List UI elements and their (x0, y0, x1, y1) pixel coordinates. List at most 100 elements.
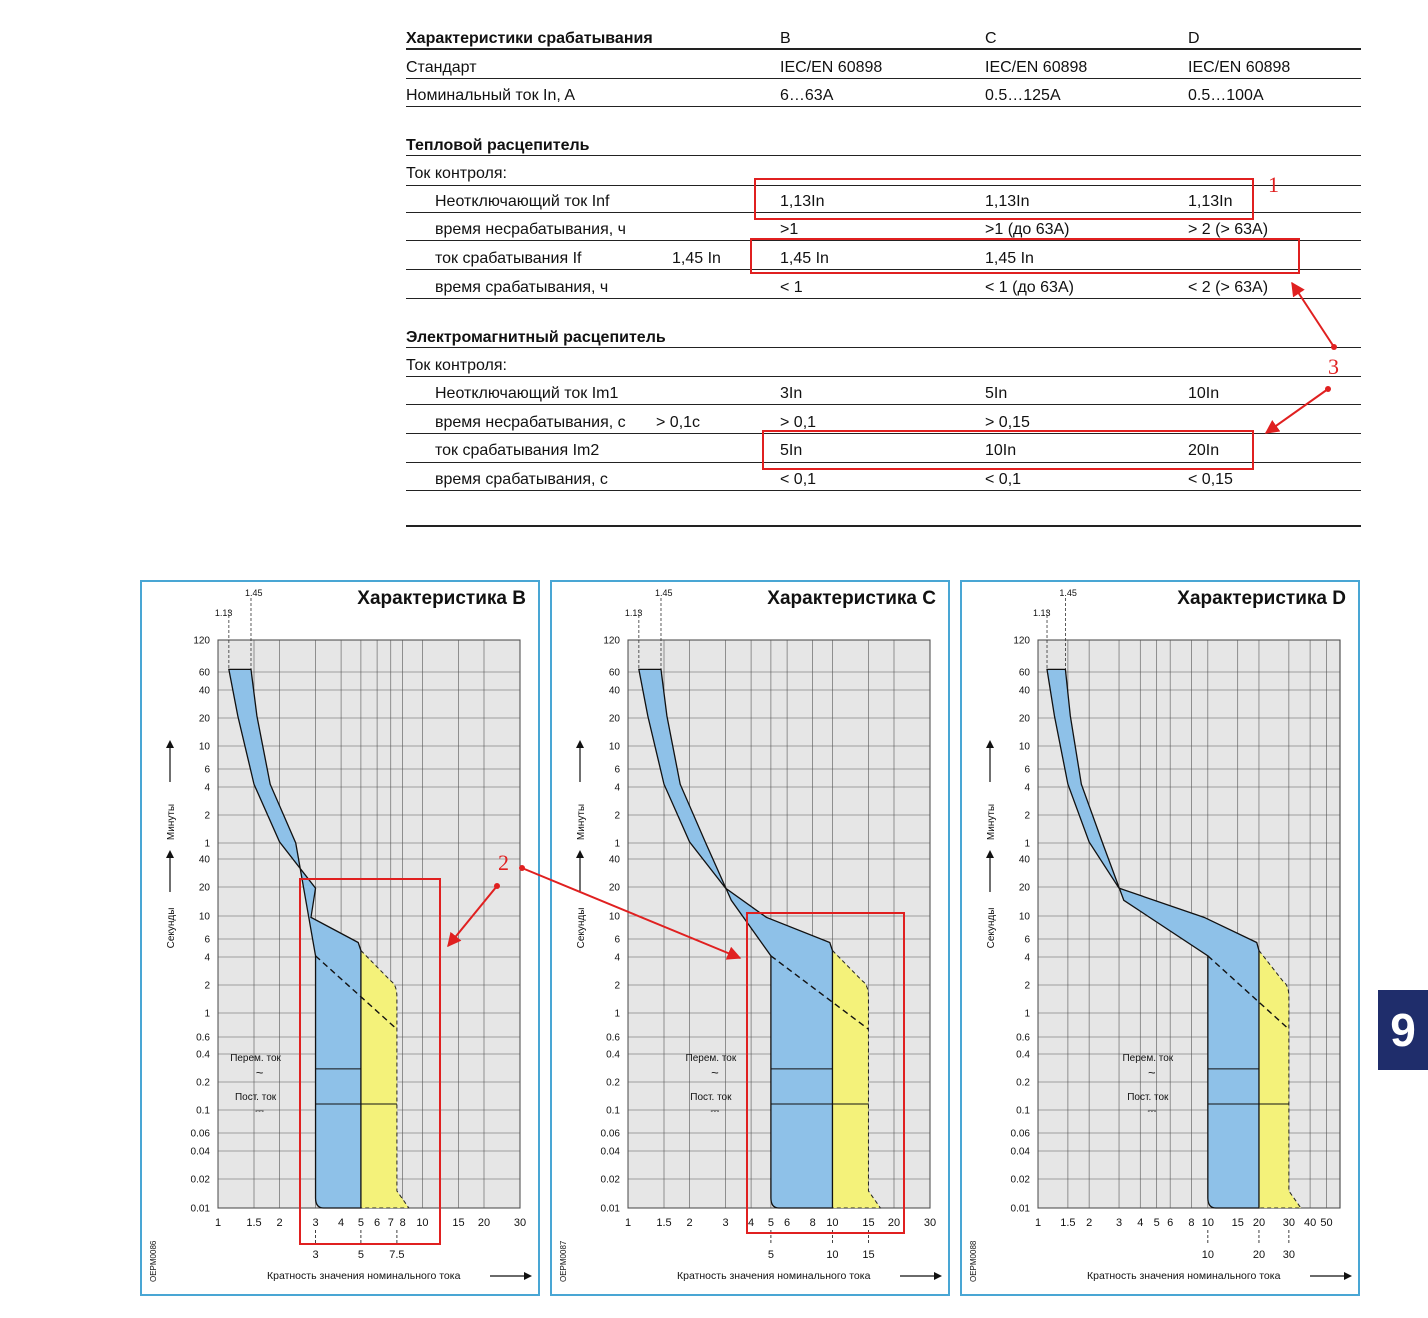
ylabel-minutes: Минуты (986, 804, 997, 840)
marked-x-label: 5 (358, 1249, 364, 1261)
y-tick-label: 0.04 (1011, 1147, 1031, 1158)
thermal-row-label: ток срабатывания If (435, 250, 582, 267)
y-tick-label: 2 (614, 811, 620, 822)
xlabel: Кратность значения номинального тока (677, 1270, 871, 1282)
magnetic-row-c: > 0,15 (985, 414, 1030, 431)
marked-x-label: 10 (826, 1249, 838, 1261)
thermal-title: Тепловой расцепитель (406, 137, 590, 154)
magnetic-row-b: 5In (780, 442, 803, 459)
marked-x-label: 10 (1202, 1249, 1214, 1261)
x-tick-label: 10 (826, 1217, 838, 1229)
x-tick-label: 5 (1154, 1217, 1160, 1229)
marker-145-label: 1.45 (1059, 588, 1077, 598)
x-tick-label: 6 (784, 1217, 790, 1229)
divider (406, 490, 1361, 491)
y-tick-label: 0.4 (606, 1050, 620, 1061)
magnetic-row-c: < 0,1 (985, 471, 1022, 488)
y-tick-label: 2 (204, 811, 210, 822)
y-tick-label: 60 (609, 668, 621, 679)
divider (406, 404, 1361, 405)
x-tick-label: 5 (768, 1217, 774, 1229)
y-tick-label: 40 (609, 686, 621, 697)
y-tick-label: 0.01 (601, 1204, 621, 1215)
dashed-curve (1207, 955, 1290, 1030)
divider (406, 106, 1361, 107)
thermal-row-c: < 1 (до 63A) (985, 279, 1074, 296)
x-tick-label: 30 (1283, 1217, 1295, 1229)
y-tick-label: 40 (199, 686, 211, 697)
annotation-1: 1 (1268, 172, 1279, 197)
col-c-header: C (985, 30, 997, 47)
marked-x-label: 5 (768, 1249, 774, 1261)
chart-c-svg: 12060402010642140201064210.60.40.20.10.0… (559, 588, 942, 1282)
ac-symbol: ~ (1148, 1065, 1156, 1080)
table-header-label: Характеристики срабатывания (406, 30, 653, 47)
y-tick-label: 4 (204, 953, 210, 964)
ylabel-arrowhead (576, 740, 584, 748)
y-tick-label: 10 (1019, 742, 1031, 753)
y-tick-label: 6 (1024, 935, 1030, 946)
y-tick-label: 0.06 (601, 1129, 621, 1140)
xlabel-arrowhead (934, 1272, 942, 1280)
ac-label: Перем. ток (686, 1053, 737, 1064)
thermal-control: Ток контроля: (406, 165, 507, 182)
x-tick-label: 15 (1232, 1217, 1244, 1229)
x-tick-label: 30 (924, 1217, 936, 1229)
x-tick-label: 10 (1202, 1217, 1214, 1229)
y-tick-label: 10 (609, 742, 621, 753)
figure-code: OEPM0086 (149, 1240, 158, 1282)
y-tick-label: 20 (1019, 714, 1031, 725)
magnetic-row-b: > 0,1 (780, 414, 817, 431)
thermal-row-label: время несрабатывания, ч (435, 221, 626, 238)
x-tick-label: 5 (358, 1217, 364, 1229)
magnetic-control: Ток контроля: (406, 357, 507, 374)
x-tick-label: 20 (1253, 1217, 1265, 1229)
row-standard-b: IEC/EN 60898 (780, 59, 883, 76)
y-tick-label: 0.6 (196, 1033, 210, 1044)
y-tick-label: 0.2 (606, 1078, 620, 1089)
y-tick-label: 1 (204, 839, 210, 850)
y-tick-label: 40 (1019, 686, 1031, 697)
magnetic-row-c: 5In (985, 385, 1008, 402)
ac-label: Перем. ток (1122, 1053, 1173, 1064)
y-tick-label: 6 (614, 935, 620, 946)
divider (406, 525, 1361, 527)
annotation-3: 3 (1328, 354, 1339, 379)
x-tick-label: 7 (388, 1217, 394, 1229)
x-tick-label: 8 (810, 1217, 816, 1229)
thermal-row-d: 1,13In (1188, 193, 1233, 210)
xlabel: Кратность значения номинального тока (1087, 1270, 1281, 1282)
ylabel-seconds: Секунды (576, 908, 587, 949)
y-tick-label: 0.04 (191, 1147, 211, 1158)
magnetic-title: Электромагнитный расцепитель (406, 329, 666, 346)
row-rated-d: 0.5…100A (1188, 87, 1264, 104)
magnetic-row-d: 20In (1188, 442, 1220, 459)
y-tick-label: 120 (193, 636, 210, 647)
row-rated-c: 0.5…125A (985, 87, 1061, 104)
marked-x-label: 3 (312, 1249, 318, 1261)
y-tick-label: 0.02 (601, 1175, 621, 1186)
y-tick-label: 20 (199, 714, 211, 725)
characteristics-table: Характеристики срабатывания B C D Станда… (0, 0, 1428, 540)
y-tick-label: 1 (1024, 1009, 1030, 1020)
y-tick-label: 0.4 (196, 1050, 210, 1061)
chart-panel-d: Характеристика D 120 60 40 20 10 6 4 2 1 40 20 10 6 4… (960, 580, 1360, 1296)
y-tick-label: 4 (614, 783, 620, 794)
col-d-header: D (1188, 30, 1200, 47)
y-tick-label: 0.02 (191, 1175, 211, 1186)
x-tick-label: 3 (722, 1217, 728, 1229)
y-tick-label: 10 (609, 912, 621, 923)
thermal-row-c: 1,45 In (985, 250, 1034, 267)
x-tick-label: 8 (1188, 1217, 1194, 1229)
trip-band (1046, 668, 1260, 1209)
divider (406, 185, 1361, 186)
magnetic-row-b: < 0,1 (780, 471, 817, 488)
ylabel-arrowhead (576, 850, 584, 858)
ac-label: Перем. ток (230, 1053, 281, 1064)
ylabel-minutes: Минуты (576, 804, 587, 840)
dc-band (1258, 949, 1302, 1209)
thermal-row-b: < 1 (780, 279, 803, 296)
y-tick-label: 120 (1013, 636, 1030, 647)
ac-symbol: ~ (711, 1065, 719, 1080)
ac-symbol: ~ (256, 1065, 264, 1080)
